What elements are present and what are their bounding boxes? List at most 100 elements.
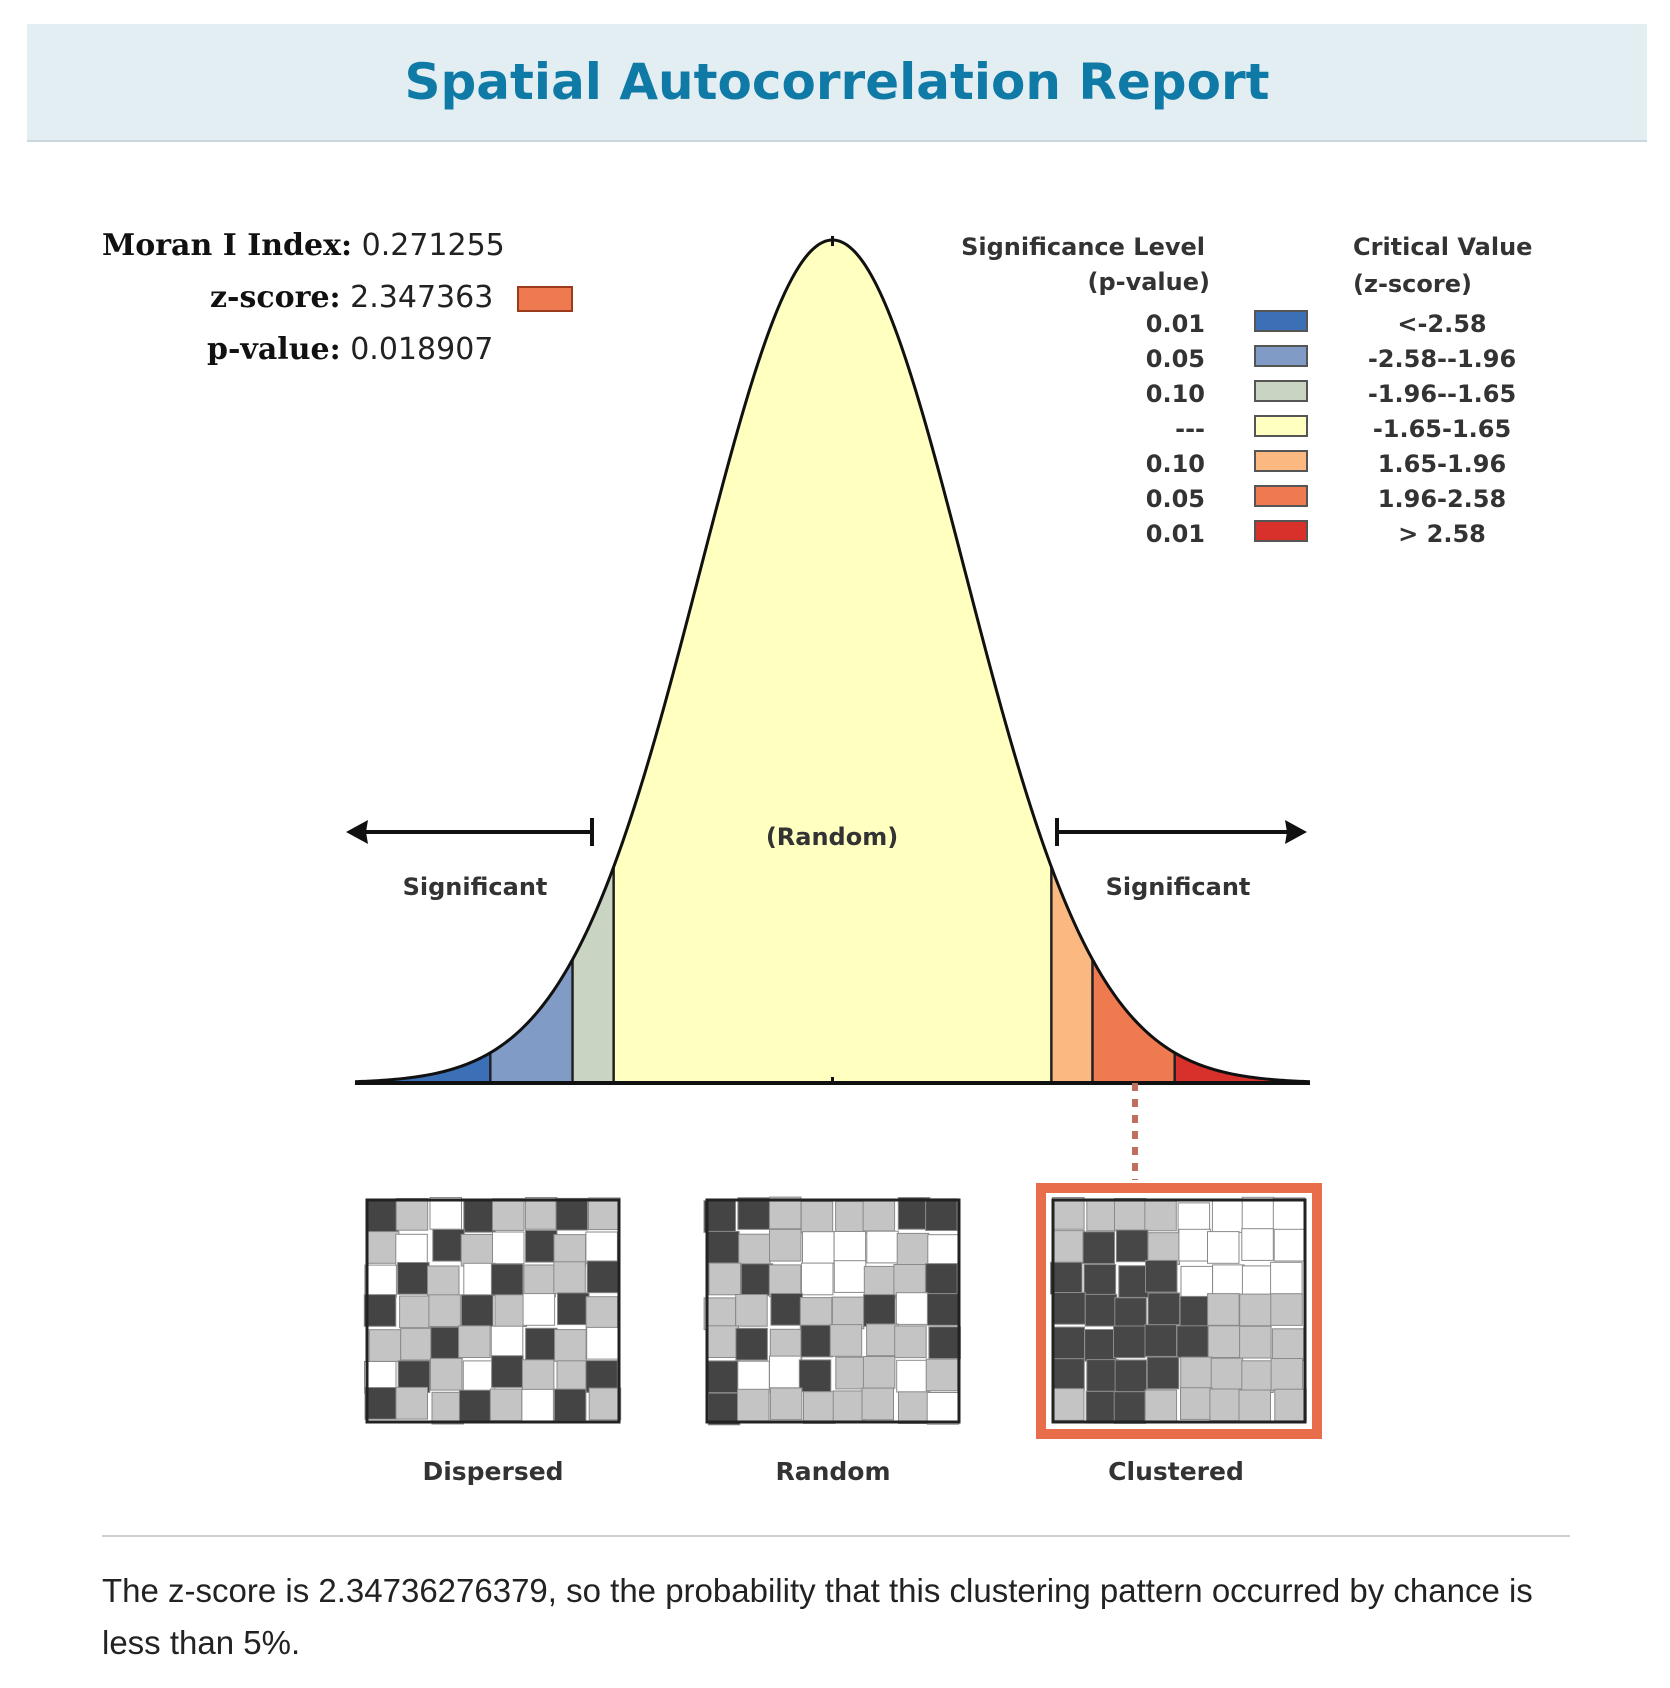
legend-p-2: 0.10: [1146, 380, 1205, 408]
legend-swatch-6: [1254, 520, 1308, 542]
thumbnail-cell: [586, 1260, 620, 1294]
highlight-frame: [1036, 1183, 1322, 1439]
thumbnail-cell: [833, 1231, 867, 1264]
thumbnail-cell: [585, 1296, 619, 1329]
legend-p-1: 0.05: [1146, 345, 1205, 373]
thumbnail-cell: [1114, 1297, 1147, 1331]
thumbnail-cell: [925, 1263, 958, 1296]
thumbnail-cell: [588, 1197, 621, 1231]
thumbnail-cell: [1052, 1358, 1085, 1391]
thumbnail-cell: [1238, 1389, 1271, 1423]
thumbnail-cell: [1207, 1293, 1240, 1326]
thumbnail-cell: [1207, 1325, 1241, 1359]
moran-index-value: 0.271255: [361, 228, 505, 263]
thumbnail-cell: [798, 1359, 832, 1393]
legend-crit-header-2: (z-score): [1353, 270, 1472, 298]
thumbnail-cell: [738, 1233, 771, 1267]
thumbnail-cell: [735, 1294, 768, 1327]
thumbnail-cell: [463, 1262, 496, 1296]
thumbnail-cell: [1272, 1197, 1306, 1231]
legend-crit-header-1: Critical Value: [1353, 233, 1532, 261]
pattern-clustered-thumbnail: Clustered: [1036, 1183, 1322, 1486]
thumbnail-cell: [1180, 1387, 1213, 1420]
thumbnail-cell: [523, 1264, 556, 1298]
curve-layer: [354, 236, 1311, 1085]
thumbnail-cell: [896, 1232, 930, 1266]
thumbnail-cell: [364, 1387, 397, 1420]
report-title: Spatial Autocorrelation Report: [404, 53, 1270, 111]
thumbnail-cell: [432, 1228, 465, 1262]
thumbnail-cell: [1180, 1356, 1213, 1390]
thumbnail-cell: [364, 1264, 397, 1298]
legend-swatch-2: [1254, 380, 1308, 402]
thumbnail-cell: [1274, 1388, 1307, 1422]
summary-text: The z-score is 2.34736276379, so the pro…: [102, 1572, 1533, 1661]
legend-swatch-3: [1254, 415, 1308, 437]
thumbnail-cell: [898, 1391, 931, 1425]
curve-band-3: [613, 240, 1052, 1083]
curve-band-2: [572, 866, 614, 1083]
moran-index-row: Moran I Index: 0.271255: [102, 228, 505, 263]
thumbnail-cell: [1239, 1325, 1272, 1359]
thumbnail-cell: [737, 1388, 770, 1422]
thumbnail-cell: [525, 1229, 558, 1263]
thumbnail-cell: [1178, 1228, 1211, 1262]
legend-z-2: -1.96--1.65: [1368, 380, 1516, 408]
thumbnail-cell: [832, 1390, 866, 1424]
thumbnail-cell: [1084, 1329, 1117, 1362]
thumbnail-cell: [1144, 1324, 1177, 1357]
thumbnail-cell: [1052, 1230, 1085, 1263]
thumbnail-cell: [400, 1327, 433, 1361]
legend-p-4: 0.10: [1146, 450, 1205, 478]
thumbnail-cell: [707, 1392, 741, 1426]
thumbnail-cell: [770, 1293, 803, 1326]
thumbnail-cell: [1209, 1388, 1242, 1422]
thumbnail-cell: [521, 1388, 554, 1422]
thumbnail-cell: [553, 1234, 586, 1267]
legend-z-0: <-2.58: [1397, 310, 1486, 338]
thumbnail-cell: [1086, 1359, 1119, 1392]
left-significant-label: Significant: [403, 873, 548, 901]
thumbnail-cell: [395, 1233, 428, 1267]
thumbnail-cell: [799, 1297, 833, 1330]
thumbnail-cell: [366, 1199, 399, 1233]
thumbnail-cell: [1082, 1231, 1115, 1265]
thumbnail-cell: [363, 1294, 397, 1327]
thumbnail-cell: [893, 1264, 926, 1297]
thumbnail-cell: [430, 1357, 463, 1391]
thumbnail-cell: [1113, 1391, 1147, 1424]
thumbnail-cell: [1176, 1325, 1209, 1359]
thumbnail-cell: [769, 1355, 802, 1389]
p-value-label: p-value:: [207, 332, 341, 367]
thumbnail-cell: [831, 1296, 865, 1330]
thumbnail-cell: [897, 1197, 931, 1230]
thumbnail-cell: [927, 1234, 960, 1267]
thumbnail-cell: [1270, 1261, 1303, 1295]
thumbnail-cell: [458, 1325, 491, 1359]
thumbnail-cell: [863, 1294, 896, 1327]
right-significant-label: Significant: [1106, 873, 1251, 901]
legend-z-4: 1.65-1.96: [1378, 450, 1506, 478]
thumbnail-cell: [522, 1293, 556, 1326]
thumbnail-cell: [1113, 1325, 1146, 1359]
thumbnail-cell: [1207, 1231, 1240, 1264]
thumbnail-cell: [1050, 1261, 1083, 1295]
legend-sig-header-2: (p-value): [1087, 268, 1210, 296]
thumbnail-cell: [769, 1228, 802, 1262]
legend-swatch-1: [1254, 345, 1308, 367]
thumbnail-cell: [1144, 1389, 1178, 1423]
thumbnail-cell: [553, 1261, 586, 1295]
thumbnail-cell: [489, 1388, 523, 1422]
thumbnail-cell: [866, 1323, 899, 1357]
legend-swatch-4: [1254, 450, 1308, 472]
thumbnail-cell: [1052, 1197, 1085, 1230]
thumbnail-cell: [491, 1355, 524, 1388]
curve-band-5: [1092, 959, 1175, 1083]
thumbnail-cell: [1210, 1357, 1244, 1391]
thumbnail-cell: [863, 1265, 897, 1299]
thumbnail-cell: [588, 1387, 622, 1421]
thumbnail-cell: [366, 1231, 400, 1264]
thumbnail-cell: [395, 1386, 428, 1420]
random-zone-label: (Random): [766, 823, 898, 851]
curve-band-4: [1051, 866, 1093, 1083]
